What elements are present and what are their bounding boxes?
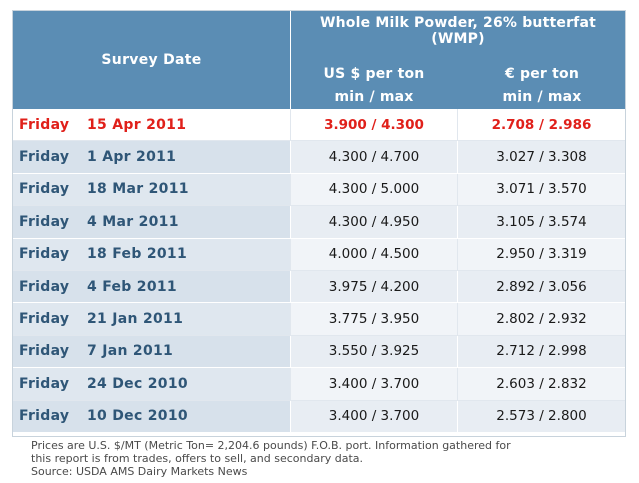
table-row: Friday 18 Feb 2011 4.000 / 4.500 2.950 / 3.… [13,238,625,271]
product-header-line1: Whole Milk Powder, 26% butterfat [319,15,597,31]
footnote-line: Prices are U.S. $/MT (Metric Ton= 2,204.… [31,439,511,452]
table-header: Survey Date Whole Milk Powder, 26% butte… [13,11,625,109]
date-label: 10 Dec 2010 [87,408,188,425]
table-row: Friday 10 Dec 2010 3.400 / 3.700 2.573 / 2.… [13,400,625,433]
footnote-line: this report is from trades, offers to se… [31,452,364,465]
date-label: 18 Mar 2011 [87,181,189,198]
survey-date-cell: Friday 18 Mar 2011 [13,173,291,207]
price-table: Survey Date Whole Milk Powder, 26% butte… [12,10,626,437]
table-row: Friday 24 Dec 2010 3.400 / 3.700 2.603 / 2.… [13,368,625,401]
date-label: 1 Apr 2011 [87,149,177,166]
usd-price-cell: 3.400 / 3.700 [291,368,458,401]
table-row: Friday 15 Apr 2011 3.900 / 4.300 2.708 / 2.… [13,109,625,142]
eur-price-cell: 2.892 / 3.056 [458,270,625,304]
survey-date-cell: Friday 4 Mar 2011 [13,206,291,239]
eur-price-cell: 2.802 / 2.932 [458,303,625,336]
weekday-label: Friday [19,311,70,328]
survey-date-cell: Friday 24 Dec 2010 [13,368,291,401]
date-label: 4 Mar 2011 [87,213,179,230]
date-label: 7 Jan 2011 [87,343,174,360]
survey-date-cell: Friday 15 Apr 2011 [13,109,291,142]
product-header-line2: (WMP) [431,31,485,47]
survey-date-cell: Friday 18 Feb 2011 [13,238,291,271]
survey-date-cell: Friday 4 Feb 2011 [13,270,291,304]
usd-price-cell: 3.775 / 3.950 [291,303,458,336]
usd-price-cell: 4.000 / 4.500 [291,238,458,271]
table-row: Friday 7 Jan 2011 3.550 / 3.925 2.712 / 2.9… [13,335,625,369]
usd-price-cell: 3.550 / 3.925 [291,335,458,369]
eur-price-cell: 2.712 / 2.998 [458,335,625,369]
eur-header-unit: € per ton [505,66,579,82]
footnote: Prices are U.S. $/MT (Metric Ton= 2,204.… [31,439,621,478]
usd-price-cell: 4.300 / 4.950 [291,206,458,239]
eur-price-cell: 3.105 / 3.574 [458,206,625,239]
usd-price-cell: 3.900 / 4.300 [291,109,458,142]
usd-price-cell: 3.975 / 4.200 [291,270,458,304]
usd-column-header: US $ per ton min / max [291,63,457,109]
date-label: 15 Apr 2011 [87,116,187,133]
date-label: 4 Feb 2011 [87,278,177,295]
eur-price-cell: 3.071 / 3.570 [458,173,625,207]
weekday-label: Friday [19,375,70,392]
survey-date-cell: Friday 1 Apr 2011 [13,141,291,174]
survey-date-header: Survey Date [13,11,291,109]
survey-date-cell: Friday 7 Jan 2011 [13,335,291,369]
usd-header-unit: US $ per ton [323,66,425,82]
weekday-label: Friday [19,278,70,295]
eur-price-cell: 2.708 / 2.986 [458,109,625,142]
survey-date-cell: Friday 21 Jan 2011 [13,303,291,336]
table-body: Friday 15 Apr 2011 3.900 / 4.300 2.708 / 2.… [13,109,625,433]
date-label: 21 Jan 2011 [87,311,184,328]
product-header: Whole Milk Powder, 26% butterfat (WMP) [291,15,625,47]
footnote-source: Source: USDA AMS Dairy Markets News [31,465,248,478]
survey-date-cell: Friday 10 Dec 2010 [13,400,291,433]
table-row: Friday 21 Jan 2011 3.775 / 3.950 2.802 / 2.… [13,303,625,336]
weekday-label: Friday [19,213,70,230]
table-row: Friday 4 Mar 2011 4.300 / 4.950 3.105 / 3.5… [13,206,625,239]
eur-column-header: € per ton min / max [459,63,625,109]
weekday-label: Friday [19,408,70,425]
table-row: Friday 4 Feb 2011 3.975 / 4.200 2.892 / 3.0… [13,270,625,304]
weekday-label: Friday [19,246,70,263]
usd-price-cell: 4.300 / 5.000 [291,173,458,207]
date-label: 18 Feb 2011 [87,246,188,263]
usd-price-cell: 4.300 / 4.700 [291,141,458,174]
eur-header-range: min / max [502,89,582,105]
usd-price-cell: 3.400 / 3.700 [291,400,458,433]
eur-price-cell: 2.603 / 2.832 [458,368,625,401]
weekday-label: Friday [19,181,70,198]
eur-price-cell: 2.950 / 3.319 [458,238,625,271]
eur-price-cell: 3.027 / 3.308 [458,141,625,174]
weekday-label: Friday [19,149,70,166]
weekday-label: Friday [19,343,70,360]
weekday-label: Friday [19,116,70,133]
date-label: 24 Dec 2010 [87,375,188,392]
usd-header-range: min / max [334,89,414,105]
table-row: Friday 1 Apr 2011 4.300 / 4.700 3.027 / 3.3… [13,141,625,174]
eur-price-cell: 2.573 / 2.800 [458,400,625,433]
table-row: Friday 18 Mar 2011 4.300 / 5.000 3.071 / 3.… [13,173,625,207]
